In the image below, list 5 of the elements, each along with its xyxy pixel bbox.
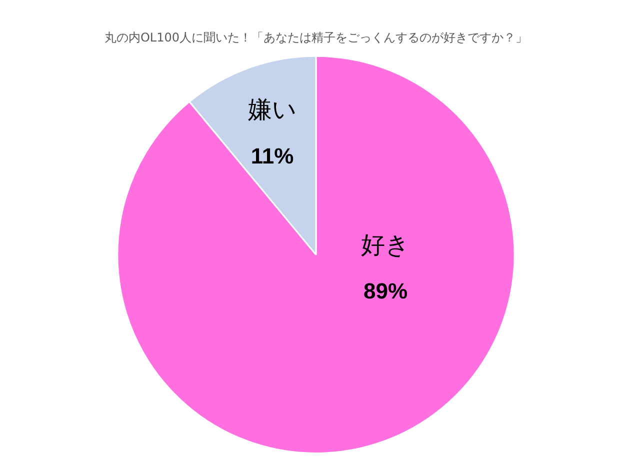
data-label: 11% bbox=[250, 143, 294, 168]
chart-title: 丸の内OL100人に聞いた！「あなたは精子をごっくんするのが好きですか？」 bbox=[104, 30, 528, 44]
slice-label: 好き bbox=[360, 230, 410, 259]
slice-label: 嫌い bbox=[248, 96, 297, 124]
data-label: 89% bbox=[363, 278, 408, 304]
